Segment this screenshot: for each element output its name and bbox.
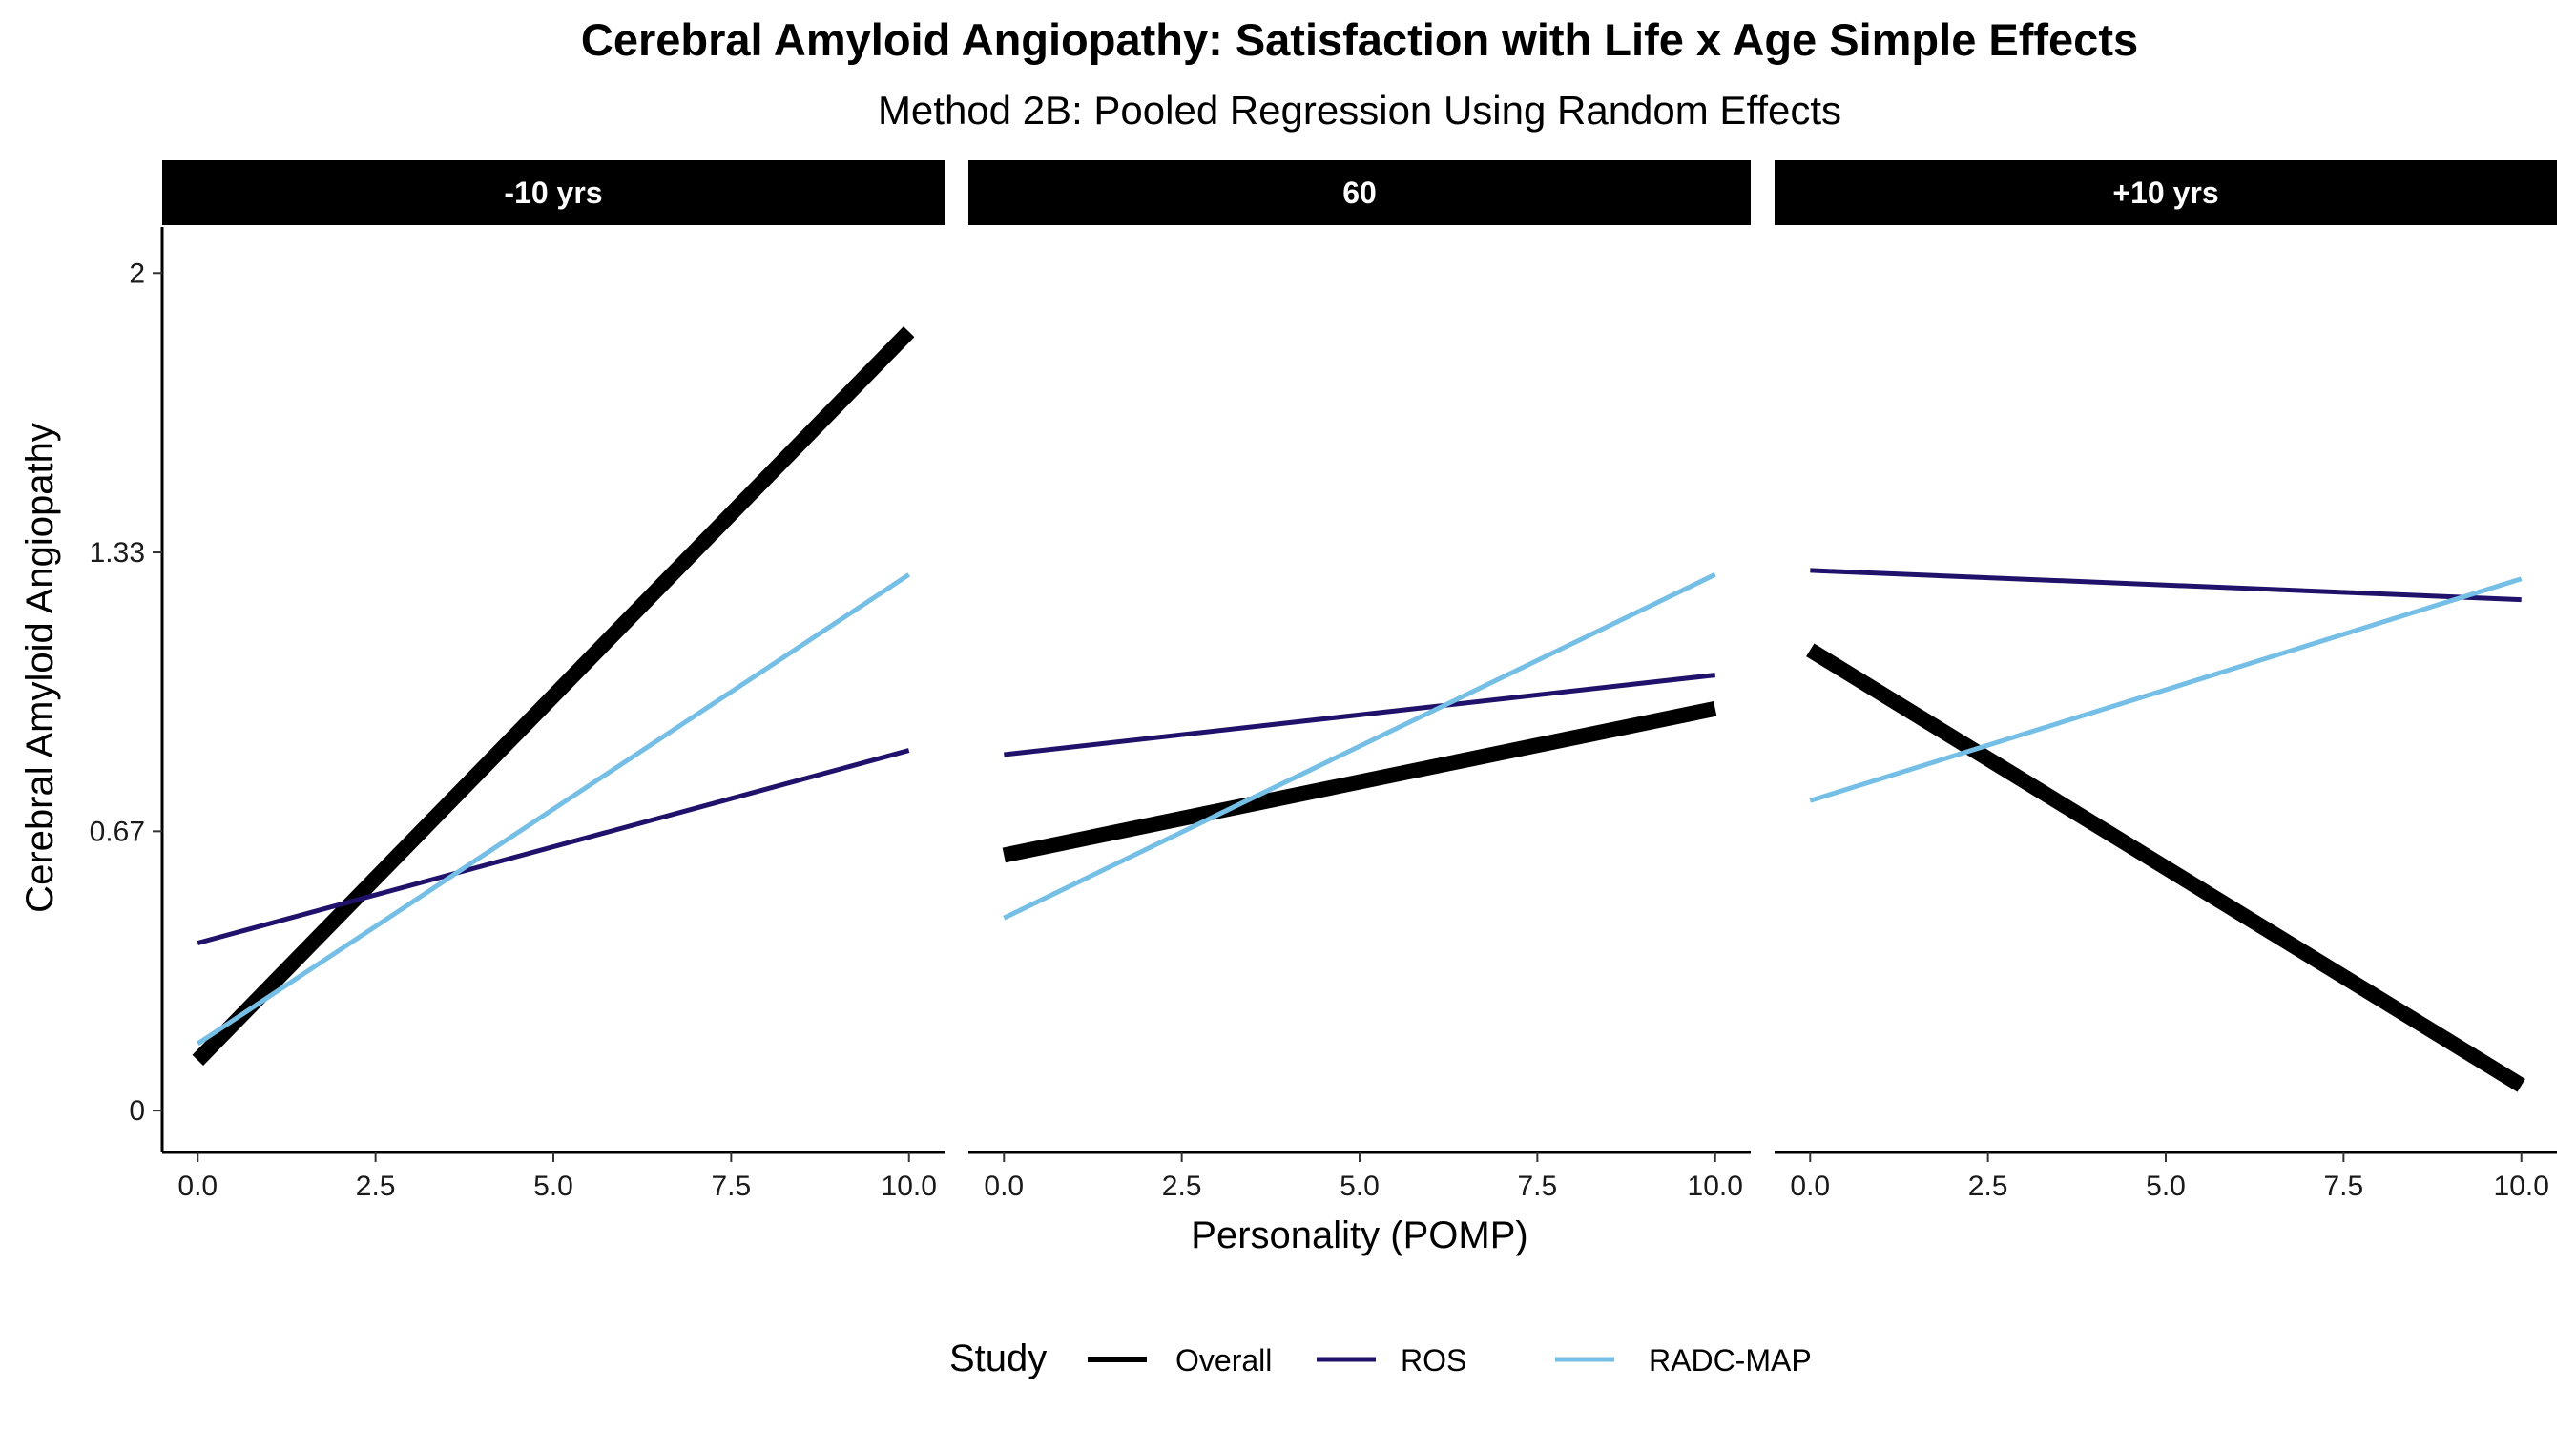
x-tick-label: 5.0 bbox=[2146, 1171, 2186, 1202]
series-line-radc-map bbox=[1003, 572, 1716, 921]
legend-label: ROS bbox=[1401, 1343, 1466, 1378]
x-tick-label: 0.0 bbox=[1790, 1171, 1830, 1202]
chart-title: Cerebral Amyloid Angiopathy: Satisfactio… bbox=[581, 14, 2138, 65]
x-tick-label: 7.5 bbox=[2324, 1171, 2364, 1202]
facet-strip-label: -10 yrs bbox=[504, 176, 602, 210]
y-tick-label: 2 bbox=[129, 258, 145, 289]
legend: Study Overall ROS RADC-MAP bbox=[949, 1338, 1812, 1379]
facet-strip bbox=[162, 160, 945, 225]
x-tick-label: 0.0 bbox=[984, 1171, 1024, 1202]
legend-label: Overall bbox=[1175, 1343, 1272, 1378]
series-line-overall bbox=[1806, 643, 2525, 1092]
x-tick-label: 7.5 bbox=[1518, 1171, 1558, 1202]
y-tick-label: 0 bbox=[129, 1095, 145, 1127]
series-line-overall bbox=[192, 326, 915, 1066]
facet-strip bbox=[1775, 160, 2557, 225]
x-tick-label: 2.5 bbox=[1968, 1171, 2008, 1202]
x-tick-label: 5.0 bbox=[533, 1171, 573, 1202]
chart-subtitle: Method 2B: Pooled Regression Using Rando… bbox=[878, 88, 1841, 133]
legend-label: RADC-MAP bbox=[1649, 1343, 1812, 1378]
y-axis-label: Cerebral Amyloid Angiopathy bbox=[19, 423, 61, 913]
x-tick-label: 10.0 bbox=[1688, 1171, 1743, 1202]
facet-panel: 60 0.0 2.5 5.0 7.5 10.0 bbox=[968, 160, 1751, 1202]
series-line-ros bbox=[197, 748, 910, 945]
x-tick-label: 2.5 bbox=[1162, 1171, 1202, 1202]
y-tick-label: 1.33 bbox=[90, 537, 145, 569]
series-line-radc-map bbox=[196, 572, 911, 1046]
facet-strip-label: 60 bbox=[1342, 176, 1377, 210]
legend-title: Study bbox=[949, 1338, 1047, 1379]
series-line-overall bbox=[1002, 700, 1717, 863]
x-tick-label: 5.0 bbox=[1340, 1171, 1380, 1202]
x-tick-label: 0.0 bbox=[177, 1171, 218, 1202]
series-line-radc-map bbox=[1809, 576, 2523, 803]
facet-panels: -10 yrs 0.0 2.5 5.0 7.5 10.0 0 0.67 1.33 2 60 0.0 2.… bbox=[90, 160, 2557, 1202]
x-tick-label: 10.0 bbox=[2494, 1171, 2549, 1202]
facet-panel: +10 yrs 0.0 2.5 5.0 7.5 10.0 bbox=[1775, 160, 2557, 1202]
x-tick-label: 10.0 bbox=[882, 1171, 937, 1202]
series-line-ros bbox=[1810, 568, 2522, 603]
facet-strip bbox=[968, 160, 1751, 225]
y-tick-label: 0.67 bbox=[90, 816, 145, 847]
facet-strip-label: +10 yrs bbox=[2112, 176, 2218, 210]
x-axis-label: Personality (POMP) bbox=[1191, 1214, 1527, 1256]
x-tick-label: 7.5 bbox=[712, 1171, 752, 1202]
x-tick-label: 2.5 bbox=[356, 1171, 396, 1202]
facet-panel: -10 yrs 0.0 2.5 5.0 7.5 10.0 0 0.67 1.33 2 bbox=[90, 160, 945, 1202]
series-line-ros bbox=[1004, 673, 1715, 757]
